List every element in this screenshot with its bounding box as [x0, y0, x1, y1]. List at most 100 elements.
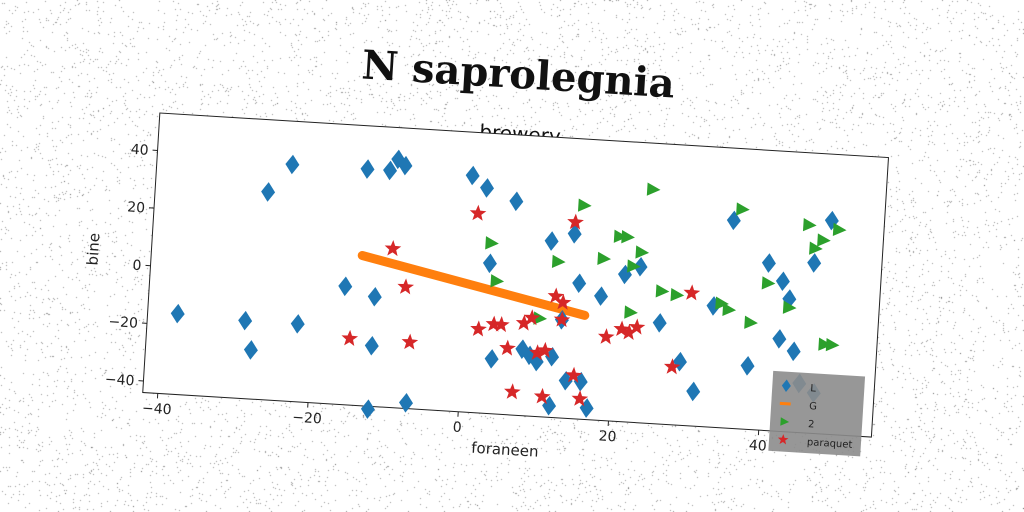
point-2-marker: [722, 302, 737, 317]
point-2-marker: [761, 276, 776, 290]
plot-frame: [142, 112, 890, 438]
point-l-marker: [290, 314, 305, 334]
y-tick-label: 20: [127, 199, 146, 216]
y-axis-label: bine: [83, 232, 103, 265]
point-paraquet-marker: [485, 315, 503, 332]
point-l-marker: [338, 276, 353, 297]
point-l-marker: [567, 224, 582, 244]
point-l-marker: [558, 370, 573, 391]
point-paraquet-marker: [469, 204, 487, 221]
point-2-marker: [597, 251, 612, 265]
legend-box: [768, 370, 866, 457]
point-l-marker: [367, 286, 382, 307]
point-l-marker: [544, 231, 559, 251]
point-l-marker: [170, 303, 185, 324]
legend-label-paraquet: paraquet: [807, 437, 853, 451]
point-l-marker: [243, 340, 258, 360]
point-paraquet-marker: [547, 287, 565, 304]
point-l-marker: [360, 159, 375, 179]
point-2-marker: [670, 288, 685, 302]
point-2-marker: [832, 222, 847, 237]
y-tick-label: 0: [132, 258, 142, 275]
point-l-marker: [480, 178, 494, 198]
point-l-marker: [391, 149, 406, 170]
x-tick-label: −40: [142, 400, 172, 418]
point-l-marker: [740, 356, 755, 376]
point-2-marker: [655, 284, 670, 298]
point-l-marker: [285, 154, 300, 175]
point-2-marker: [818, 337, 832, 351]
legend-label-2: 2: [808, 419, 815, 430]
point-l-marker: [238, 310, 253, 331]
data-marks: [170, 149, 847, 419]
point-paraquet-marker: [384, 239, 402, 257]
plot-group: −40 −20 0 20 40 −40 −20 0 20 40 foraneen bine LG 2…: [83, 112, 890, 461]
legend-marker-l: [781, 379, 791, 393]
point-l-marker: [515, 339, 530, 359]
point-l-marker: [686, 381, 701, 402]
point-l-marker: [726, 210, 741, 231]
point-2-marker: [817, 233, 831, 247]
point-paraquet-marker: [613, 320, 631, 337]
point-l-marker: [484, 349, 499, 369]
point-l-marker: [383, 160, 398, 181]
point-l-marker: [824, 210, 839, 231]
point-l-marker: [594, 286, 609, 306]
point-paraquet-marker: [504, 383, 521, 400]
x-tick-label: 0: [452, 419, 462, 436]
point-2-marker: [533, 311, 548, 325]
point-paraquet-marker: [628, 318, 646, 335]
chart-title: N saprolegnia: [360, 41, 676, 107]
point-l-marker: [261, 182, 276, 202]
point-l-marker: [398, 155, 413, 176]
point-l-marker: [545, 346, 560, 367]
x-axis-label: foraneen: [471, 439, 539, 461]
point-l-marker: [573, 371, 588, 392]
point-l-marker: [465, 165, 480, 186]
point-l-marker: [761, 253, 776, 273]
series-g-line: [357, 251, 590, 320]
point-paraquet-marker: [401, 333, 419, 350]
point-paraquet-marker: [470, 320, 487, 337]
point-2-marker: [802, 218, 817, 232]
x-tick-label: 40: [748, 438, 767, 455]
legend: LG 2 paraquet: [768, 370, 866, 457]
point-2-marker: [825, 337, 840, 352]
point-2-marker: [646, 182, 661, 196]
point-2-marker: [577, 198, 592, 212]
point-paraquet-marker: [571, 390, 589, 407]
point-2-marker: [744, 315, 758, 329]
point-2-marker: [624, 305, 638, 319]
point-l-marker: [786, 341, 801, 362]
point-l-marker: [542, 395, 557, 416]
point-paraquet-marker: [529, 344, 546, 361]
point-paraquet-marker: [499, 339, 516, 356]
point-l-marker: [482, 253, 497, 274]
point-l-marker: [399, 393, 413, 413]
point-2-marker: [490, 274, 505, 288]
point-paraquet-marker: [341, 329, 359, 347]
point-paraquet-marker: [523, 309, 541, 326]
point-paraquet-marker: [597, 328, 615, 345]
point-l-marker: [772, 329, 787, 349]
point-l-marker: [364, 335, 379, 356]
point-l-marker: [572, 273, 587, 294]
point-l-marker: [807, 253, 822, 273]
point-paraquet-marker: [565, 366, 583, 383]
point-2-marker: [621, 230, 635, 244]
point-2-marker: [485, 236, 499, 250]
point-paraquet-marker: [663, 358, 681, 375]
point-2-marker: [627, 259, 641, 273]
point-paraquet-marker: [553, 311, 571, 328]
legend-marker-g: [779, 401, 791, 406]
point-l-marker: [509, 191, 524, 212]
point-l-marker: [775, 271, 790, 292]
point-paraquet-marker: [620, 323, 638, 340]
axis-ticks: −40 −20 0 20 40 −40 −20 0 20 40: [104, 142, 767, 455]
point-2-marker: [736, 202, 750, 216]
point-paraquet-marker: [533, 387, 551, 405]
point-2-marker: [635, 245, 650, 259]
x-tick-label: −20: [292, 410, 322, 428]
y-tick-label: −20: [108, 314, 138, 332]
